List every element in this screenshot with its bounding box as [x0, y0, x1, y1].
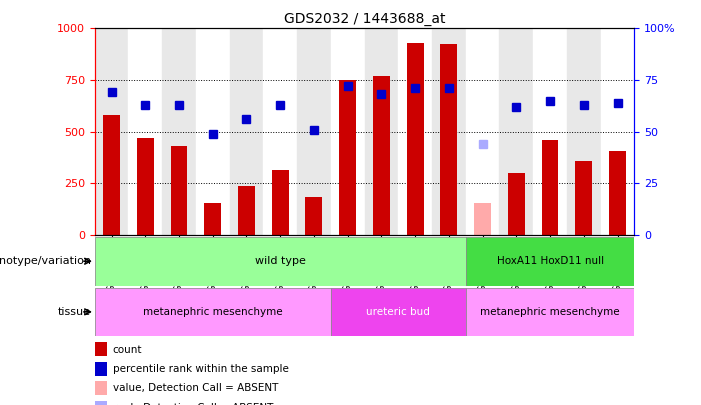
- Bar: [567, 28, 601, 235]
- Bar: [407, 43, 423, 235]
- Bar: [331, 288, 465, 336]
- Bar: [137, 138, 154, 235]
- Bar: [95, 381, 107, 395]
- Bar: [95, 28, 128, 235]
- Bar: [331, 28, 365, 235]
- Bar: [533, 28, 567, 235]
- Bar: [95, 237, 465, 286]
- Bar: [297, 28, 331, 235]
- Bar: [398, 28, 432, 235]
- Bar: [432, 28, 465, 235]
- Bar: [306, 197, 322, 235]
- Text: rank, Detection Call = ABSENT: rank, Detection Call = ABSENT: [113, 403, 273, 405]
- Bar: [196, 28, 230, 235]
- Bar: [95, 401, 107, 405]
- Bar: [95, 288, 331, 336]
- Bar: [440, 44, 457, 235]
- Bar: [465, 288, 634, 336]
- Bar: [238, 186, 255, 235]
- Bar: [128, 28, 162, 235]
- Text: metanephric mesenchyme: metanephric mesenchyme: [143, 307, 283, 317]
- Bar: [609, 151, 626, 235]
- Bar: [162, 28, 196, 235]
- Bar: [465, 28, 499, 235]
- Text: wild type: wild type: [254, 256, 306, 266]
- Text: value, Detection Call = ABSENT: value, Detection Call = ABSENT: [113, 384, 278, 393]
- Bar: [542, 140, 559, 235]
- Bar: [474, 203, 491, 235]
- Bar: [230, 28, 264, 235]
- Text: metanephric mesenchyme: metanephric mesenchyme: [480, 307, 620, 317]
- Bar: [95, 362, 107, 376]
- Bar: [339, 80, 356, 235]
- Bar: [103, 115, 120, 235]
- Text: tissue: tissue: [58, 307, 91, 317]
- Text: percentile rank within the sample: percentile rank within the sample: [113, 364, 289, 374]
- Bar: [264, 28, 297, 235]
- Bar: [373, 76, 390, 235]
- Bar: [272, 170, 289, 235]
- Text: HoxA11 HoxD11 null: HoxA11 HoxD11 null: [496, 256, 604, 266]
- Text: genotype/variation: genotype/variation: [0, 256, 91, 266]
- Bar: [170, 146, 187, 235]
- Bar: [95, 342, 107, 356]
- Text: count: count: [113, 345, 142, 354]
- Bar: [465, 237, 634, 286]
- Bar: [365, 28, 398, 235]
- Title: GDS2032 / 1443688_at: GDS2032 / 1443688_at: [284, 12, 445, 26]
- Text: ureteric bud: ureteric bud: [367, 307, 430, 317]
- Bar: [576, 160, 592, 235]
- Bar: [508, 173, 525, 235]
- Bar: [601, 28, 634, 235]
- Bar: [204, 203, 221, 235]
- Bar: [499, 28, 533, 235]
